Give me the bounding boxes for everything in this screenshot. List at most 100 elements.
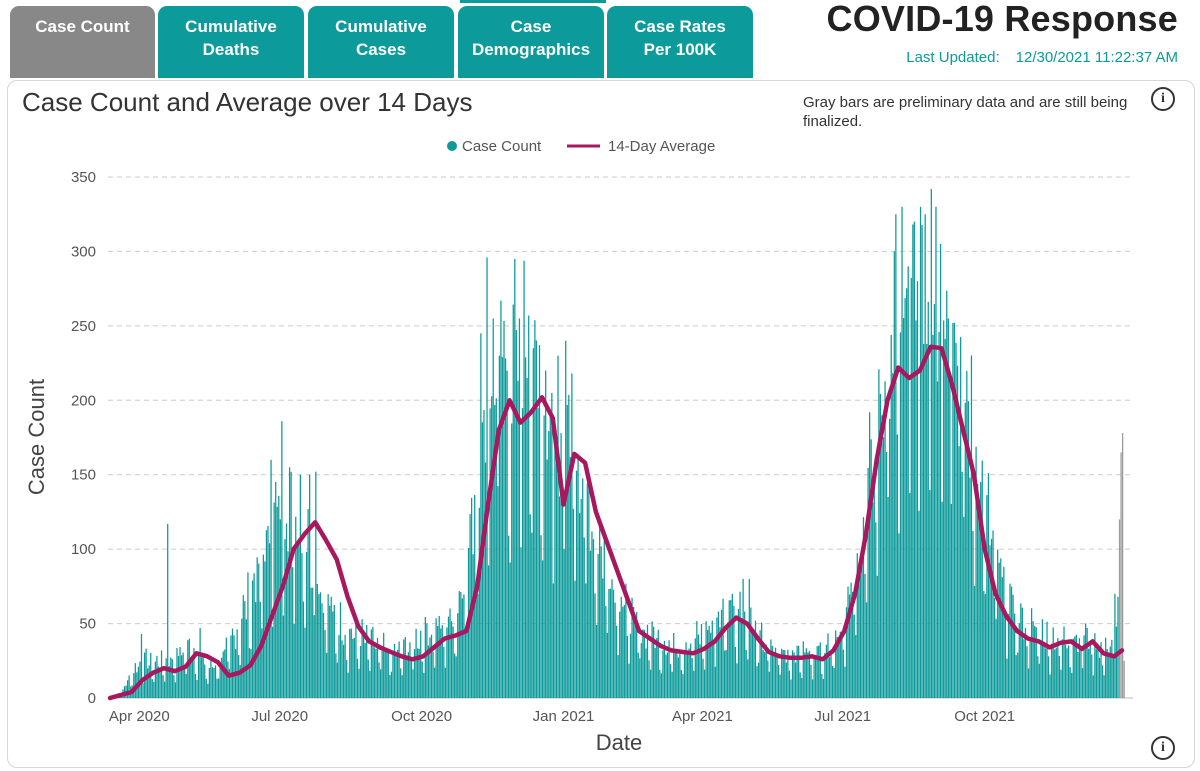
case-count-bar bbox=[764, 651, 766, 698]
case-count-bar bbox=[1103, 675, 1105, 698]
case-count-bar bbox=[1088, 648, 1090, 698]
case-count-bar bbox=[970, 355, 973, 698]
case-count-bar bbox=[870, 439, 872, 698]
case-count-bar bbox=[654, 648, 656, 698]
tab-case-rates[interactable]: Case Rates Per 100K bbox=[607, 6, 753, 78]
case-count-bar bbox=[508, 535, 510, 698]
case-count-bar bbox=[458, 591, 460, 698]
case-count-bar bbox=[160, 650, 163, 698]
case-count-bar bbox=[731, 593, 733, 698]
average-line bbox=[107, 344, 1125, 701]
case-count-bar bbox=[602, 578, 604, 698]
case-count-bar bbox=[944, 338, 946, 698]
case-count-bar bbox=[1012, 594, 1014, 698]
case-count-bar bbox=[899, 332, 902, 698]
case-count-bar bbox=[813, 657, 815, 698]
case-count-bar bbox=[716, 617, 718, 698]
case-count-bar bbox=[492, 318, 494, 698]
info-icon-footer[interactable]: i bbox=[1151, 736, 1175, 760]
tab-cumulative-deaths[interactable]: Cumulative Deaths bbox=[158, 6, 304, 78]
case-count-bar bbox=[592, 539, 595, 698]
case-count-bar bbox=[1068, 645, 1070, 698]
case-count-bar bbox=[850, 582, 852, 698]
case-count-bar bbox=[1046, 621, 1048, 698]
case-count-bar bbox=[341, 640, 343, 698]
case-count-bar bbox=[776, 654, 778, 698]
case-count-bar bbox=[420, 630, 422, 698]
case-count-bar bbox=[625, 583, 627, 698]
case-count-bar bbox=[825, 644, 828, 698]
case-count-bar bbox=[811, 679, 814, 698]
case-count-bar bbox=[1052, 627, 1054, 698]
case-count-bar bbox=[683, 652, 686, 698]
case-count-bar bbox=[964, 402, 966, 698]
case-count-bar bbox=[669, 664, 672, 698]
case-count-bar bbox=[1078, 638, 1081, 698]
x-tick-label: Apr 2020 bbox=[109, 708, 170, 725]
case-count-bar bbox=[227, 661, 229, 698]
case-count-bar bbox=[958, 446, 960, 698]
case-count-bar bbox=[690, 643, 692, 698]
case-count-bar bbox=[727, 622, 729, 698]
case-count-bar bbox=[233, 635, 235, 698]
case-count-bar bbox=[933, 304, 936, 698]
case-count-bar bbox=[1017, 652, 1019, 698]
case-count-bar bbox=[989, 545, 991, 698]
case-count-bar bbox=[1092, 675, 1094, 698]
tab-label: Cumulative Deaths bbox=[185, 17, 277, 59]
case-count-bar bbox=[190, 657, 192, 698]
case-count-bar bbox=[383, 632, 385, 698]
case-count-bar bbox=[255, 602, 257, 698]
case-count-bar bbox=[801, 677, 803, 698]
case-count-bar bbox=[304, 627, 306, 698]
tab-cumulative-cases[interactable]: Cumulative Cases bbox=[308, 6, 454, 78]
case-count-bar bbox=[824, 652, 826, 698]
case-count-bar bbox=[204, 664, 206, 698]
case-count-bar bbox=[1058, 656, 1061, 698]
case-count-bar bbox=[599, 524, 601, 698]
case-count-bar bbox=[225, 637, 227, 698]
case-count-bar bbox=[452, 626, 454, 698]
case-count-bar bbox=[534, 320, 536, 698]
case-count-bar bbox=[552, 583, 555, 698]
case-count-bar bbox=[938, 331, 940, 698]
case-count-bar bbox=[626, 635, 629, 698]
tab-case-demographics[interactable]: Case Demographics bbox=[458, 6, 604, 78]
case-count-bar bbox=[882, 437, 885, 698]
case-count-bar bbox=[733, 605, 735, 698]
case-count-bar bbox=[313, 615, 315, 698]
case-count-bar bbox=[376, 637, 379, 698]
case-count-bar bbox=[316, 583, 318, 698]
chart-title: Case Count and Average over 14 Days bbox=[22, 87, 473, 117]
case-count-bar bbox=[187, 640, 189, 698]
case-count-bar bbox=[355, 619, 357, 698]
case-count-bar bbox=[998, 562, 1000, 698]
tab-case-count[interactable]: Case Count bbox=[10, 6, 155, 78]
case-count-bar bbox=[236, 629, 238, 698]
y-tick-label: 200 bbox=[71, 392, 96, 409]
case-count-bar bbox=[416, 648, 419, 698]
preliminary-bar bbox=[1120, 452, 1122, 698]
case-count-bar bbox=[541, 560, 544, 698]
case-count-bar bbox=[872, 502, 874, 698]
case-count-bar bbox=[966, 370, 968, 698]
case-count-bar bbox=[221, 657, 223, 698]
case-count-bar bbox=[1027, 668, 1030, 698]
case-count-bar bbox=[406, 657, 408, 698]
case-count-bar bbox=[1021, 607, 1023, 698]
info-icon[interactable]: i bbox=[1151, 87, 1175, 111]
case-count-bar bbox=[586, 483, 588, 698]
case-count-bar bbox=[194, 673, 197, 698]
case-count-bar bbox=[949, 375, 951, 698]
case-count-bar bbox=[705, 621, 707, 698]
case-count-bar bbox=[171, 659, 173, 698]
case-count-bar bbox=[520, 547, 522, 698]
case-count-bar bbox=[231, 628, 234, 698]
case-count-bar bbox=[1075, 634, 1077, 698]
case-count-bar bbox=[157, 666, 160, 698]
case-count-bar bbox=[842, 649, 845, 698]
case-count-bar bbox=[213, 667, 215, 698]
case-count-bar bbox=[734, 646, 737, 698]
case-count-bar bbox=[349, 628, 351, 698]
case-count-bar bbox=[463, 594, 465, 698]
